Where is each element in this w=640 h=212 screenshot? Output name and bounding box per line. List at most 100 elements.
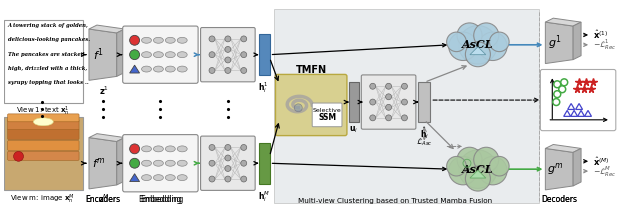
Circle shape	[225, 155, 231, 161]
Text: Embedding: Embedding	[141, 195, 184, 204]
Text: $-\mathcal{L}_{Rec}^M$: $-\mathcal{L}_{Rec}^M$	[593, 164, 616, 179]
Text: $g^m$: $g^m$	[547, 161, 564, 177]
Text: high, drizzled with a thick,: high, drizzled with a thick,	[8, 66, 87, 71]
Text: $\hat{\mathbf{x}}^{(1)}$: $\hat{\mathbf{x}}^{(1)}$	[593, 29, 608, 41]
Circle shape	[465, 42, 490, 67]
Circle shape	[490, 156, 509, 176]
FancyBboxPatch shape	[349, 82, 359, 122]
Text: AsCL: AsCL	[462, 39, 493, 50]
Circle shape	[241, 145, 246, 150]
Ellipse shape	[177, 37, 187, 43]
Text: A towering stack of golden,: A towering stack of golden,	[8, 23, 88, 28]
Circle shape	[225, 67, 231, 73]
Polygon shape	[89, 134, 125, 142]
Circle shape	[386, 83, 392, 89]
FancyBboxPatch shape	[8, 129, 79, 139]
Circle shape	[225, 166, 231, 172]
Polygon shape	[545, 145, 581, 152]
Ellipse shape	[177, 66, 187, 72]
FancyBboxPatch shape	[259, 34, 269, 75]
Text: delicious-looking pancakes.: delicious-looking pancakes.	[8, 37, 90, 42]
Ellipse shape	[177, 52, 187, 58]
Text: TMFN: TMFN	[296, 66, 327, 75]
Circle shape	[241, 67, 246, 73]
Circle shape	[130, 35, 140, 45]
Circle shape	[225, 176, 231, 182]
Circle shape	[130, 50, 140, 60]
FancyBboxPatch shape	[8, 151, 79, 160]
FancyBboxPatch shape	[259, 142, 269, 184]
Circle shape	[241, 36, 246, 42]
Text: AsCL: AsCL	[462, 164, 493, 175]
Text: Selective: Selective	[313, 108, 342, 113]
Circle shape	[209, 36, 215, 42]
Circle shape	[225, 145, 231, 150]
Circle shape	[479, 156, 507, 185]
Ellipse shape	[165, 146, 175, 152]
Text: Encoders: Encoders	[85, 195, 120, 204]
Ellipse shape	[177, 175, 187, 181]
Text: Embedding: Embedding	[139, 195, 182, 204]
Circle shape	[401, 83, 408, 89]
Ellipse shape	[165, 52, 175, 58]
Text: $\mathbf{h}_i^M$: $\mathbf{h}_i^M$	[257, 189, 269, 204]
Circle shape	[457, 147, 482, 172]
Ellipse shape	[177, 160, 187, 166]
Circle shape	[225, 46, 231, 52]
Polygon shape	[470, 170, 486, 178]
Ellipse shape	[154, 160, 163, 166]
Circle shape	[474, 147, 499, 172]
FancyBboxPatch shape	[8, 114, 79, 122]
Text: $f^m$: $f^m$	[92, 156, 106, 170]
Circle shape	[209, 67, 215, 73]
Circle shape	[447, 32, 467, 52]
FancyBboxPatch shape	[4, 20, 83, 103]
Circle shape	[386, 94, 392, 100]
Ellipse shape	[165, 37, 175, 43]
FancyBboxPatch shape	[275, 74, 347, 136]
Text: SSM: SSM	[318, 113, 336, 122]
Circle shape	[479, 32, 507, 60]
Text: $\mathbf{u}_i$: $\mathbf{u}_i$	[349, 125, 358, 135]
FancyBboxPatch shape	[419, 82, 430, 122]
Circle shape	[13, 151, 24, 161]
Polygon shape	[89, 29, 116, 80]
Circle shape	[209, 176, 215, 182]
Ellipse shape	[154, 66, 163, 72]
Text: $\hat{\mathbf{h}}_i$: $\hat{\mathbf{h}}_i$	[420, 125, 429, 141]
Text: Multi-view Clustering based on Trusted Mamba Fusion: Multi-view Clustering based on Trusted M…	[298, 198, 493, 204]
Polygon shape	[89, 138, 116, 189]
FancyBboxPatch shape	[123, 135, 198, 192]
Ellipse shape	[141, 160, 152, 166]
Ellipse shape	[141, 52, 152, 58]
Ellipse shape	[165, 66, 175, 72]
FancyBboxPatch shape	[540, 70, 616, 131]
FancyBboxPatch shape	[273, 9, 540, 203]
Polygon shape	[470, 47, 486, 55]
Text: The pancakes are stacked: The pancakes are stacked	[8, 52, 84, 57]
Circle shape	[386, 115, 392, 121]
Ellipse shape	[154, 146, 163, 152]
Circle shape	[130, 158, 140, 168]
Polygon shape	[545, 22, 573, 64]
Ellipse shape	[33, 118, 53, 126]
Text: syrupy topping that looks ..: syrupy topping that looks ..	[8, 80, 88, 85]
Text: $g^1$: $g^1$	[548, 33, 562, 52]
Ellipse shape	[154, 52, 163, 58]
Ellipse shape	[154, 37, 163, 43]
Text: $\hat{\mathbf{x}}^{(M)}$: $\hat{\mathbf{x}}^{(M)}$	[593, 155, 610, 167]
Circle shape	[386, 104, 392, 110]
Text: $-\mathcal{L}_{Rec}^1$: $-\mathcal{L}_{Rec}^1$	[593, 37, 616, 52]
Circle shape	[225, 36, 231, 42]
Ellipse shape	[165, 160, 175, 166]
FancyBboxPatch shape	[4, 117, 83, 190]
Circle shape	[241, 52, 246, 58]
Polygon shape	[116, 29, 125, 76]
Text: View 1: text $\mathbf{x}_n^1$: View 1: text $\mathbf{x}_n^1$	[15, 105, 69, 118]
Polygon shape	[545, 18, 581, 26]
Ellipse shape	[154, 175, 163, 181]
Text: $\mathbf{z}^M$: $\mathbf{z}^M$	[98, 193, 110, 205]
Polygon shape	[130, 65, 140, 73]
Circle shape	[130, 144, 140, 154]
FancyBboxPatch shape	[362, 75, 416, 129]
